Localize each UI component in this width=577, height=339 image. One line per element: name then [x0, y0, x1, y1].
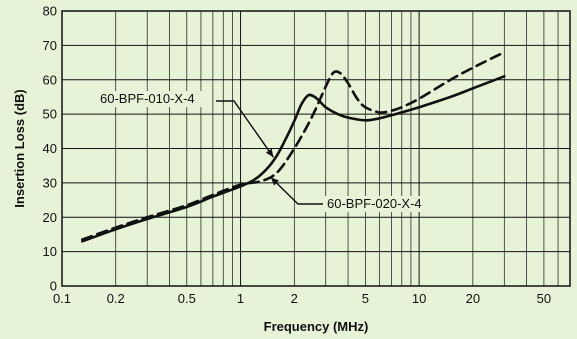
y-tick-label: 80	[43, 4, 57, 19]
y-tick-labels: 0 10 20 30 40 50 60 70 80	[43, 4, 57, 294]
y-tick-label: 50	[43, 107, 57, 122]
y-tick-label: 30	[43, 175, 57, 190]
y-tick-label: 20	[43, 210, 57, 225]
annotations: 60-BPF-010-X-4 60-BPF-020-X-4	[98, 91, 430, 212]
series-line-2	[81, 51, 506, 241]
x-tick-label: 0.5	[178, 291, 196, 306]
x-tick-label: 50	[537, 291, 551, 306]
annotation-label-bg	[324, 196, 430, 212]
annotation-arrowhead	[270, 177, 279, 186]
annotation-label: 60-BPF-010-X-4	[100, 91, 195, 106]
y-tick-label: 10	[43, 244, 57, 259]
plot-frame	[61, 10, 571, 287]
x-tick-label: 5	[362, 291, 369, 306]
x-axis-title: Frequency (MHz)	[264, 319, 369, 334]
series-layer	[81, 51, 506, 243]
x-tick-label: 1	[237, 291, 244, 306]
x-tick-label: 0.1	[53, 291, 71, 306]
x-tick-label: 0.2	[107, 291, 125, 306]
x-tick-labels: 0.1 0.2 0.5 1 2 5 10 20 50	[53, 291, 551, 306]
series-line-1	[81, 75, 506, 243]
x-tick-label: 2	[291, 291, 298, 306]
y-tick-label: 0	[50, 279, 57, 294]
annotation-leader	[216, 100, 274, 158]
annotation-leader	[270, 176, 323, 205]
x-tick-label: 20	[466, 291, 480, 306]
y-axis-title: Insertion Loss (dB)	[12, 89, 27, 207]
x-tick-label: 10	[412, 291, 426, 306]
annotation-arrowhead	[265, 148, 274, 158]
annotation-label: 60-BPF-020-X-4	[327, 196, 422, 211]
y-tick-label: 60	[43, 72, 57, 87]
y-tick-label: 70	[43, 38, 57, 53]
annotation-label-bg	[98, 91, 204, 107]
y-tick-label: 40	[43, 141, 57, 156]
